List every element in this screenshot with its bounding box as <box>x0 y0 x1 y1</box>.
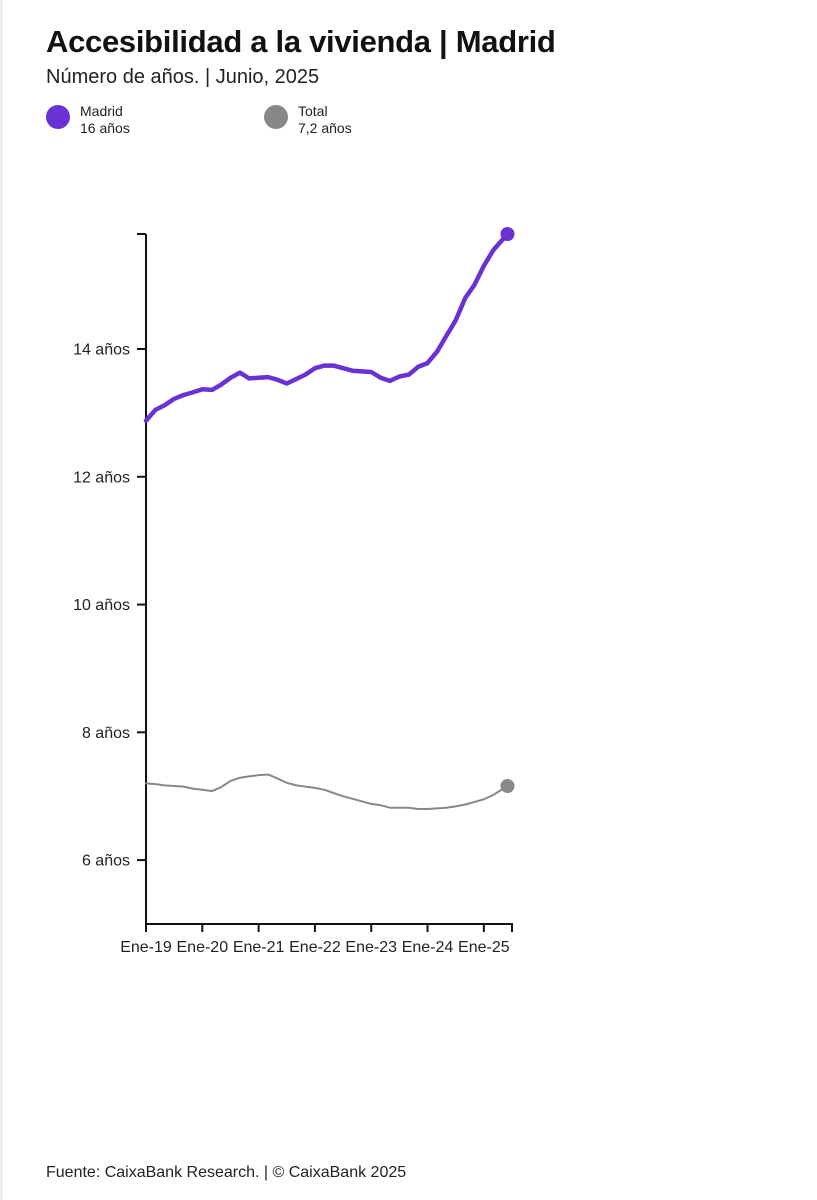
y-tick-label: 14 años <box>73 342 130 359</box>
series-line-madrid <box>143 231 510 423</box>
chart-axes: 6 años 8 años 10 años 12 años 14 años Ene-19 E… <box>73 233 513 956</box>
legend-label-madrid: Madrid <box>80 103 123 119</box>
series-end-point-total <box>500 779 515 793</box>
x-tick-label: Ene-20 <box>177 939 229 956</box>
legend-item-madrid: Madrid 16 años <box>46 103 130 137</box>
x-tick-label: Ene-23 <box>345 939 397 956</box>
legend-text-madrid: Madrid 16 años <box>80 103 130 137</box>
x-tick-label: Ene-21 <box>233 939 285 956</box>
legend-swatch-madrid <box>46 105 70 129</box>
legend: Madrid 16 años Total 7,2 años <box>0 103 817 143</box>
source-footer: Fuente: CaixaBank Research. | © CaixaBan… <box>46 1164 407 1181</box>
x-tick-label: Ene-22 <box>289 939 341 956</box>
chart-title: Accesibilidad a la vivienda | Madrid <box>46 24 556 59</box>
page-edge-rule <box>0 0 3 1200</box>
x-tick-label: Ene-24 <box>402 939 454 956</box>
chart-lines <box>143 227 515 810</box>
y-tick-label: 12 años <box>73 469 130 486</box>
y-tick-label: 6 años <box>82 853 130 870</box>
y-tick-label: 10 años <box>73 597 130 614</box>
y-tick-label: 8 años <box>82 725 130 742</box>
x-tick-label: Ene-25 <box>458 939 510 956</box>
legend-value-madrid: 16 años <box>80 120 130 136</box>
legend-text-total: Total 7,2 años <box>298 103 352 137</box>
series-line-total <box>145 773 509 810</box>
series-end-point-madrid <box>500 227 515 241</box>
chart-subtitle: Número de años. | Junio, 2025 <box>46 66 320 88</box>
legend-value-total: 7,2 años <box>298 120 352 136</box>
legend-item-total: Total 7,2 años <box>264 103 352 137</box>
x-tick-label: Ene-19 <box>120 939 172 956</box>
legend-label-total: Total <box>298 103 328 119</box>
legend-swatch-total <box>264 105 288 129</box>
